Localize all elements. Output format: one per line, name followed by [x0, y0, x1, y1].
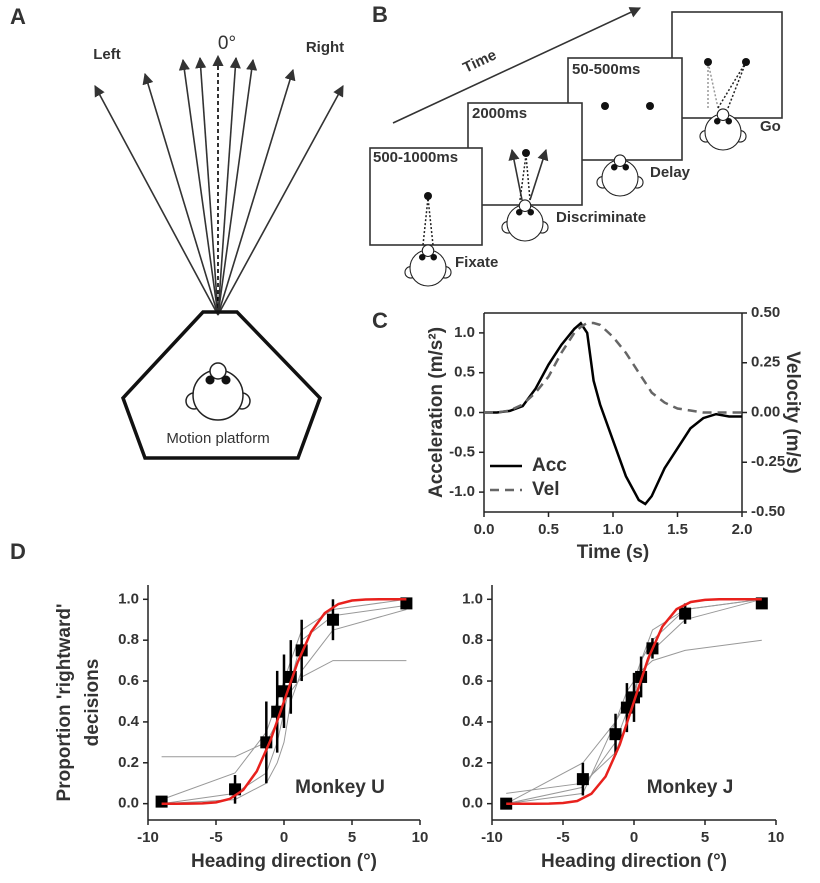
y-tick-label: 0.2: [462, 754, 483, 771]
y-axis-label: Acceleration (m/s²): [426, 327, 447, 498]
y-tick-label: 0.0: [462, 795, 483, 812]
data-point: [155, 795, 168, 808]
label: 0°: [218, 33, 236, 54]
arrow: [142, 72, 219, 316]
stage-name: Fixate: [455, 254, 498, 271]
y-tick-label: 0.8: [462, 631, 483, 648]
panel-letter: D: [10, 539, 26, 564]
y2-tick-label: 0.00: [751, 403, 780, 420]
time-arrow: [392, 7, 642, 124]
y-tick-label: 1.0: [462, 590, 483, 607]
x-tick-label: 5: [701, 829, 709, 846]
x-tick-label: 10: [768, 829, 785, 846]
stage-name: Discriminate: [556, 209, 646, 226]
y2-axis-label: Velocity (m/s): [782, 351, 803, 474]
label: Right: [306, 39, 344, 56]
x-tick-label: 1.5: [667, 521, 688, 538]
x-axis-label: Heading direction (°): [541, 851, 727, 872]
series-line: [484, 321, 742, 414]
arrow: [178, 58, 219, 316]
x-tick-label: -5: [556, 829, 569, 846]
panel-letter: C: [372, 308, 388, 333]
head: [185, 362, 251, 421]
label: Left: [93, 46, 121, 63]
stage-name: Go: [760, 118, 781, 135]
arrow: [217, 58, 258, 316]
y-tick-label: 0.4: [462, 713, 484, 730]
y-tick-label: 1.0: [118, 590, 139, 607]
gaze-lines: [422, 61, 747, 246]
data-point: [679, 607, 692, 620]
y-tick-label: 0.2: [118, 754, 139, 771]
stage-name: Delay: [650, 164, 691, 181]
x-tick-label: 10: [412, 829, 429, 846]
head: [404, 244, 452, 287]
arrow: [217, 56, 241, 316]
data-point: [576, 773, 589, 786]
x-tick-label: 0.5: [538, 521, 559, 538]
x-tick-label: 0: [630, 829, 638, 846]
panel-letter: B: [372, 2, 388, 27]
x-axis-label: Time (s): [577, 542, 650, 563]
y-tick-label: 0.0: [118, 795, 139, 812]
y-axis-label: Proportion 'rightward': [54, 604, 75, 802]
legend-label: Vel: [532, 479, 559, 500]
diagram-b: [369, 7, 783, 246]
label: Motion platform: [166, 430, 269, 447]
x-axis-label: Heading direction (°): [191, 851, 377, 872]
series-line: [161, 598, 407, 805]
diagram-a: [94, 54, 344, 460]
y-tick-label: 0.0: [454, 403, 475, 420]
arrow: [217, 85, 344, 316]
legend-label: Acc: [532, 455, 567, 476]
y2-tick-label: 0.50: [751, 304, 780, 321]
x-tick-label: 2.0: [732, 521, 753, 538]
y-tick-label: 0.8: [118, 631, 139, 648]
x-tick-label: 0: [280, 829, 288, 846]
stage-duration: 50-500ms: [572, 61, 640, 78]
choice-arrows: [508, 148, 549, 201]
y2-tick-label: -0.25: [751, 453, 785, 470]
y-tick-label: -0.5: [449, 443, 475, 460]
x-tick-label: 0.0: [474, 521, 495, 538]
y-tick-label: 0.6: [462, 672, 483, 689]
x-tick-label: 1.0: [603, 521, 624, 538]
x-tick-label: -10: [137, 829, 159, 846]
series-line: [484, 321, 742, 506]
arrow: [195, 56, 219, 316]
head: [501, 199, 549, 242]
stage-box: [671, 11, 783, 119]
annotation: Monkey J: [647, 777, 734, 798]
platform: [120, 310, 323, 460]
y2-tick-label: -0.50: [751, 503, 785, 520]
x-tick-label: 5: [348, 829, 356, 846]
stage-duration: 500-1000ms: [373, 149, 458, 166]
head: [596, 154, 644, 197]
targets: [424, 58, 750, 200]
y-tick-label: 1.0: [454, 324, 475, 341]
data-point: [609, 728, 622, 741]
y-axis-label: decisions: [82, 659, 103, 747]
y2-tick-label: 0.25: [751, 354, 780, 371]
arrow: [94, 85, 219, 316]
axis-label: Time: [460, 46, 499, 76]
panel-letter: A: [10, 4, 26, 29]
y-tick-label: 0.4: [118, 713, 140, 730]
y-tick-label: 0.5: [454, 364, 475, 381]
y-tick-label: 0.6: [118, 672, 139, 689]
data-point: [326, 613, 339, 626]
y-tick-label: -1.0: [449, 483, 475, 500]
session-line: [161, 609, 407, 805]
x-tick-label: -5: [209, 829, 222, 846]
stage-duration: 2000ms: [472, 105, 527, 122]
arrow: [217, 68, 296, 316]
x-tick-label: -10: [481, 829, 503, 846]
annotation: Monkey U: [295, 777, 385, 798]
series-line: [506, 598, 762, 805]
